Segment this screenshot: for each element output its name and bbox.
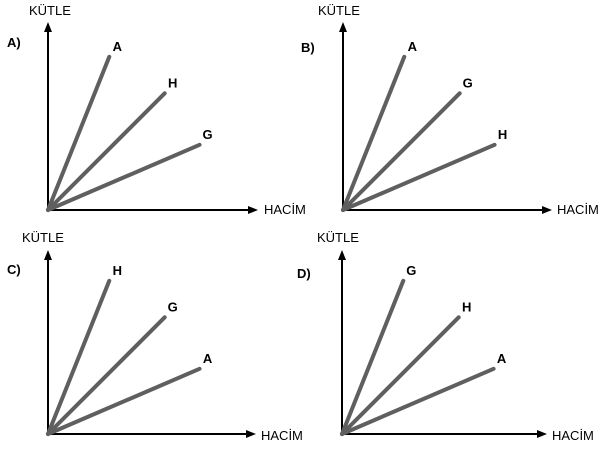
series-line-g [46, 142, 202, 212]
y-axis-arrow-icon [338, 250, 346, 260]
x-axis-title: HACİM [557, 202, 599, 217]
series-line-h [46, 91, 167, 212]
series-line-h [46, 278, 112, 436]
y-axis-arrow-icon [339, 22, 347, 32]
series-label-g: G [406, 263, 416, 278]
series-line-a [46, 54, 112, 212]
series-label-a: A [408, 39, 418, 54]
option-label: D) [297, 266, 311, 281]
series-label-h: H [168, 75, 177, 90]
series-line-g [341, 91, 462, 212]
series-line-a [340, 366, 496, 436]
graph-option-b: B) KÜTLE HACİM A G H [301, 3, 599, 217]
series-line-g [46, 315, 167, 436]
x-axis-title: HACİM [261, 428, 303, 443]
x-axis-title: HACİM [264, 202, 306, 217]
x-axis-arrow-icon [537, 430, 547, 438]
series-line-h [341, 142, 497, 212]
x-axis-arrow-icon [246, 430, 256, 438]
y-axis-title: KÜTLE [318, 3, 360, 18]
series-line-a [341, 54, 407, 212]
series-label-a: A [203, 351, 213, 366]
option-label: A) [7, 35, 21, 50]
option-label: B) [301, 40, 315, 55]
graph-option-c: C) KÜTLE HACİM H G A [7, 230, 303, 443]
x-axis-arrow-icon [248, 206, 258, 214]
y-axis-arrow-icon [44, 22, 52, 32]
series-label-h: H [113, 263, 122, 278]
y-axis-arrow-icon [44, 250, 52, 260]
x-axis-arrow-icon [542, 206, 552, 214]
y-axis-title: KÜTLE [317, 230, 359, 245]
series-line-g [340, 278, 406, 436]
series-label-g: G [463, 75, 473, 90]
series-label-a: A [497, 351, 507, 366]
option-label: C) [7, 262, 21, 277]
graph-option-d: D) KÜTLE HACİM G H A [297, 230, 594, 443]
series-label-a: A [113, 39, 123, 54]
series-line-h [340, 315, 461, 436]
series-label-h: H [498, 127, 507, 142]
series-label-g: G [168, 299, 178, 314]
series-line-a [46, 366, 202, 436]
x-axis-title: HACİM [552, 428, 594, 443]
series-label-h: H [462, 299, 471, 314]
series-label-g: G [203, 127, 213, 142]
graph-option-a: A) KÜTLE HACİM A H G [7, 3, 306, 217]
y-axis-title: KÜTLE [29, 3, 71, 18]
y-axis-title: KÜTLE [22, 230, 64, 245]
